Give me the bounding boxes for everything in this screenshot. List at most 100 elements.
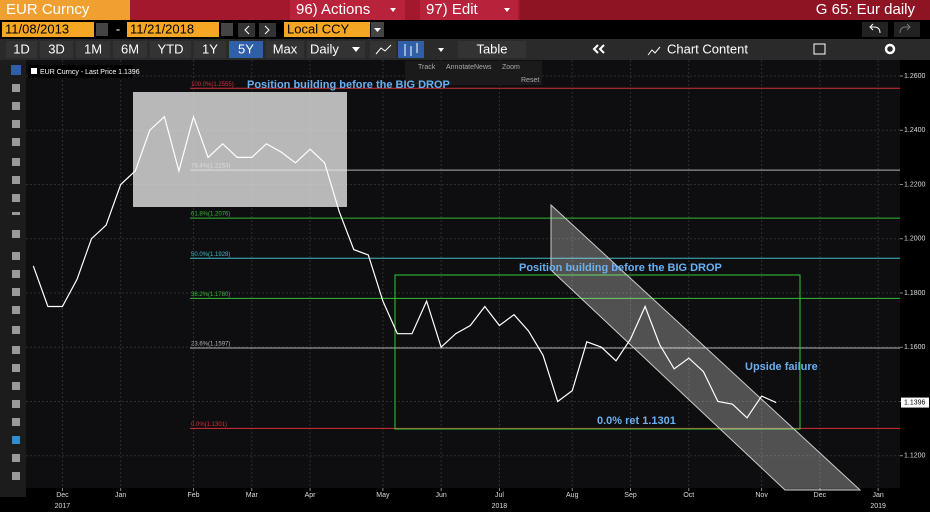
range-label[interactable]: 1Y xyxy=(202,41,218,56)
range-button[interactable] xyxy=(229,41,263,58)
x-tick-label: Sep xyxy=(624,492,637,499)
tool-icon[interactable] xyxy=(12,364,20,372)
y-tick-label: 1.1200 xyxy=(904,453,926,460)
tool-icon[interactable] xyxy=(12,454,20,462)
start-date[interactable]: 11/08/2013 xyxy=(5,21,69,36)
tool-icon[interactable] xyxy=(12,382,20,390)
last-price-label: 1.1396 xyxy=(904,399,926,406)
range-button[interactable] xyxy=(6,41,37,58)
y-axis-area xyxy=(900,60,930,497)
legend-swatch xyxy=(31,68,37,74)
redo-icon xyxy=(899,23,911,34)
tool-icon[interactable] xyxy=(12,400,20,408)
range-label[interactable]: 6M xyxy=(121,41,139,56)
chart-tool[interactable]: Zoom xyxy=(502,64,520,71)
range-button[interactable] xyxy=(76,41,110,58)
legend-entry: EUR Curncy - Last Price 1.1396 xyxy=(40,69,140,76)
tool-icon[interactable] xyxy=(12,288,20,296)
table-button[interactable] xyxy=(458,41,526,58)
x-tick-label: Mar xyxy=(246,492,259,499)
range-button[interactable] xyxy=(194,41,226,58)
x-tick-label: Jun xyxy=(436,492,447,499)
dropdown-arrow xyxy=(504,8,510,12)
currency-select[interactable] xyxy=(284,22,370,37)
range-button[interactable] xyxy=(266,41,304,58)
collapse-icon[interactable] xyxy=(592,44,605,54)
range-button[interactable] xyxy=(113,41,147,58)
y-tick-label: 1.1800 xyxy=(904,290,926,297)
actions[interactable]: 96) Actions xyxy=(296,1,370,18)
range-button[interactable] xyxy=(40,41,73,58)
x-year-label: 2019 xyxy=(870,503,886,510)
chart-content[interactable]: Chart Content xyxy=(667,41,748,56)
currency[interactable]: Local CCY xyxy=(287,21,349,36)
x-tick-label: Jan xyxy=(115,492,126,499)
tool-icon[interactable] xyxy=(12,436,20,444)
chart-tool[interactable]: News xyxy=(474,64,492,71)
highlight-box xyxy=(133,92,347,207)
ticker-box[interactable] xyxy=(0,0,130,20)
price-line xyxy=(32,114,777,419)
tool-icon[interactable] xyxy=(12,418,20,426)
tool-icon[interactable] xyxy=(12,472,20,480)
tool-icon[interactable] xyxy=(12,270,20,278)
page-title-bar xyxy=(520,0,930,20)
range-label[interactable]: YTD xyxy=(158,41,184,56)
prev-icon xyxy=(244,25,250,35)
dropdown-arrow xyxy=(374,28,381,32)
tool-icon[interactable] xyxy=(12,194,20,202)
start-date-input[interactable] xyxy=(2,22,94,37)
annotation: Upside failure xyxy=(745,361,818,373)
prev-button[interactable] xyxy=(238,23,255,37)
y-tick-label: 1.2000 xyxy=(904,236,926,243)
chart-tool[interactable]: Annotate xyxy=(446,64,474,71)
range-label[interactable]: Max xyxy=(273,41,298,56)
ticker[interactable]: EUR Curncy xyxy=(6,1,90,18)
tool-icon[interactable] xyxy=(12,346,20,354)
settings-icon[interactable] xyxy=(884,43,896,55)
end-date-input[interactable] xyxy=(127,22,219,37)
level-label: 0.0%(1.1301) xyxy=(191,422,227,428)
frequency[interactable]: Daily xyxy=(310,41,339,56)
frequency-button[interactable] xyxy=(307,41,365,58)
tool-icon[interactable] xyxy=(12,212,20,215)
tool-icon[interactable] xyxy=(12,102,20,110)
calendar-icon[interactable] xyxy=(221,23,233,36)
range-label[interactable]: 5Y xyxy=(238,41,254,56)
range-label[interactable]: 1M xyxy=(84,41,102,56)
table[interactable]: Table xyxy=(476,41,507,56)
chart-tool[interactable]: Track xyxy=(418,64,436,71)
frequency-arrow xyxy=(352,47,360,52)
edit-icon[interactable] xyxy=(813,43,826,55)
down-channel xyxy=(550,203,862,491)
next-button[interactable] xyxy=(259,23,276,37)
edit-menu[interactable] xyxy=(420,0,518,20)
tool-icon[interactable] xyxy=(12,138,20,146)
tool-icon[interactable] xyxy=(12,306,20,314)
tool-icon[interactable] xyxy=(12,120,20,128)
range-button[interactable] xyxy=(150,41,191,58)
tool-icon[interactable] xyxy=(12,176,20,184)
tool-icon[interactable] xyxy=(11,65,21,75)
range-label[interactable]: 3D xyxy=(48,41,65,56)
dropdown-arrow xyxy=(438,48,444,52)
x-tick-label: May xyxy=(376,492,390,499)
x-year-label: 2018 xyxy=(492,503,508,510)
tool-icon[interactable] xyxy=(12,326,20,334)
actions-menu[interactable] xyxy=(290,0,405,20)
annotation: Position building before the BIG DROP xyxy=(519,262,722,274)
edit[interactable]: 97) Edit xyxy=(426,1,479,18)
y-tick-label: 1.2600 xyxy=(904,73,926,80)
page-title: G 65: Eur daily xyxy=(816,1,916,18)
reset[interactable]: Reset xyxy=(521,77,539,84)
tool-icon[interactable] xyxy=(12,230,20,238)
range-label[interactable]: 1D xyxy=(13,41,30,56)
undo-button[interactable] xyxy=(862,22,888,37)
tool-icon[interactable] xyxy=(12,84,20,92)
tool-icon[interactable] xyxy=(12,158,20,166)
end-date[interactable]: 11/21/2018 xyxy=(130,21,194,36)
tool-icon[interactable] xyxy=(12,252,20,260)
calendar-icon[interactable] xyxy=(96,23,108,36)
